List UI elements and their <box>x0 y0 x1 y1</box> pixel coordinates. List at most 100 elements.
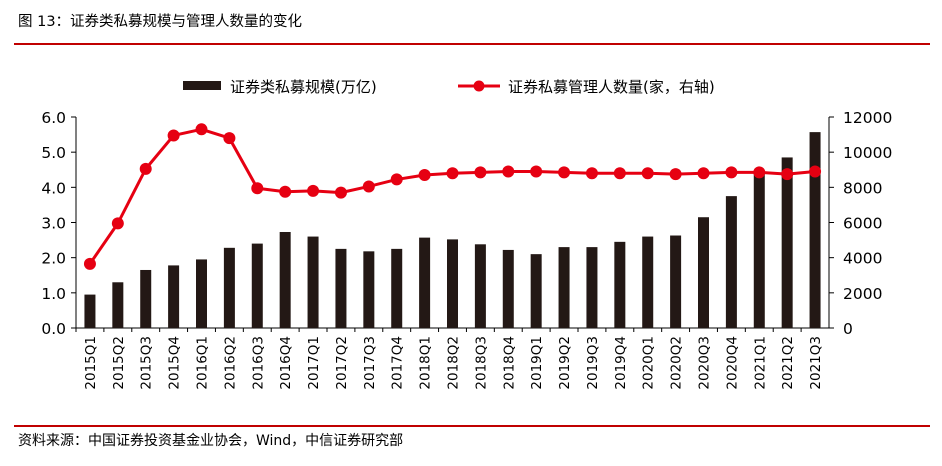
line-point <box>251 182 264 195</box>
line-point <box>307 184 320 197</box>
y-right-tick-label: 12000 <box>843 109 892 127</box>
x-tick-label: 2017Q1 <box>306 336 322 390</box>
bar <box>419 237 431 328</box>
x-tick-label: 2016Q2 <box>222 336 238 390</box>
line-point <box>558 166 571 179</box>
x-tick-label: 2018Q3 <box>473 336 489 390</box>
bar <box>251 243 263 328</box>
legend-line-label: 证券私募管理人数量(家，右轴) <box>508 78 715 96</box>
bar <box>586 247 598 328</box>
bar <box>168 265 180 328</box>
source-divider <box>14 425 930 427</box>
legend-bar-swatch <box>183 81 221 90</box>
line-point <box>362 180 375 193</box>
y-left-tick-label: 3.0 <box>41 215 66 233</box>
y-left-tick-label: 1.0 <box>41 285 66 303</box>
line-point <box>167 129 180 142</box>
x-tick-label: 2018Q4 <box>501 336 517 390</box>
bar <box>391 248 403 328</box>
line-point <box>418 169 431 182</box>
bar <box>447 239 458 328</box>
bar <box>614 241 626 328</box>
y-right-tick-label: 8000 <box>843 179 882 197</box>
bar <box>223 247 235 328</box>
bar <box>725 196 737 328</box>
y-right-tick-label: 10000 <box>843 144 892 162</box>
line-point <box>585 167 598 180</box>
x-tick-label: 2020Q3 <box>697 336 713 390</box>
legend: 证券类私募规模(万亿) 证券私募管理人数量(家，右轴) <box>183 78 715 96</box>
line-point <box>390 173 403 186</box>
y-left-tick-label: 4.0 <box>41 179 66 197</box>
bar <box>363 251 375 328</box>
line-point <box>334 186 347 199</box>
line-point <box>613 167 626 180</box>
x-tick-label: 2018Q2 <box>446 336 462 390</box>
figure-title: 图 13：证券类私募规模与管理人数量的变化 <box>18 14 303 30</box>
bar <box>474 244 486 328</box>
y-left-tick-label: 0.0 <box>41 320 66 338</box>
y-right-tick-label: 6000 <box>843 215 882 233</box>
bar <box>558 247 570 328</box>
line-point <box>697 167 710 180</box>
y-right-tick-label: 0 <box>843 320 853 338</box>
x-tick-label: 2016Q4 <box>278 336 294 390</box>
x-tick-label: 2020Q4 <box>724 336 740 390</box>
line-point <box>111 217 124 230</box>
y-left-tick-label: 2.0 <box>41 250 66 268</box>
line-point <box>195 123 208 136</box>
x-tick-labels: 2015Q1 2015Q2 2015Q3 2015Q4 2016Q1 2016Q2 2016… <box>75 328 824 390</box>
line-point <box>809 165 822 178</box>
x-tick-label: 2015Q3 <box>139 336 155 390</box>
legend-line-marker <box>473 80 485 92</box>
line-point <box>753 166 766 179</box>
line-point <box>641 167 654 180</box>
bar <box>530 254 542 328</box>
x-tick-label: 2016Q3 <box>250 336 266 390</box>
bar <box>307 236 319 328</box>
bar <box>112 282 124 328</box>
x-tick-label: 2019Q2 <box>557 336 573 390</box>
x-tick-label: 2015Q1 <box>83 336 99 390</box>
x-tick-label: 2019Q4 <box>613 336 629 390</box>
y-right-tick-label: 2000 <box>843 285 882 303</box>
line-point <box>223 132 236 145</box>
bars-layer <box>84 132 821 328</box>
bar <box>84 294 96 328</box>
bar <box>670 235 682 328</box>
x-tick-label: 2016Q1 <box>195 336 211 390</box>
x-tick-label: 2017Q3 <box>362 336 378 390</box>
bar <box>753 171 765 328</box>
line-point <box>474 166 487 179</box>
line-point <box>530 165 543 178</box>
x-tick-label: 2018Q1 <box>418 336 434 390</box>
x-tick-label: 2019Q1 <box>529 336 545 390</box>
x-tick-label: 2021Q3 <box>808 336 824 390</box>
x-tick-label: 2021Q1 <box>752 336 768 390</box>
bar <box>781 157 793 328</box>
line-point <box>725 166 738 179</box>
line-point <box>669 168 682 181</box>
line-point <box>502 165 515 178</box>
y-left-tick-label: 6.0 <box>41 109 66 127</box>
legend-bar-label: 证券类私募规模(万亿) <box>230 78 377 96</box>
y-left-tick-label: 5.0 <box>41 144 66 162</box>
x-tick-label: 2017Q2 <box>334 336 350 390</box>
x-tick-label: 2015Q4 <box>167 336 183 390</box>
bar <box>140 269 152 328</box>
bar <box>502 249 514 328</box>
bar <box>809 132 821 328</box>
bar <box>279 231 291 328</box>
bar <box>335 248 347 328</box>
bar <box>698 217 709 328</box>
line-point <box>139 162 152 175</box>
bar <box>642 236 654 328</box>
x-tick-label: 2017Q4 <box>390 336 406 390</box>
x-tick-label: 2020Q2 <box>669 336 685 390</box>
x-tick-label: 2020Q1 <box>641 336 657 390</box>
x-tick-label: 2019Q3 <box>585 336 601 390</box>
bar <box>196 259 207 328</box>
x-tick-label: 2015Q2 <box>111 336 127 390</box>
source-note: 资料来源：中国证券投资基金业协会，Wind，中信证券研究部 <box>18 433 404 449</box>
